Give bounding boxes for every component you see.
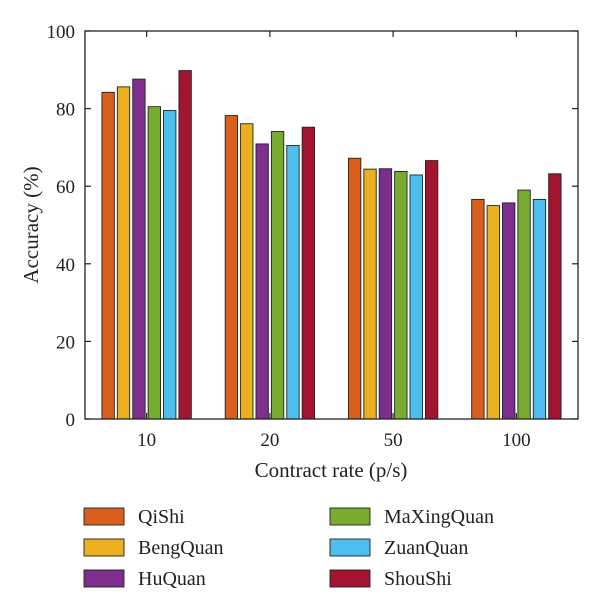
- legend-label: BengQuan: [138, 537, 224, 559]
- bar-shoushi-50: [424, 160, 439, 420]
- bar-qishi-20: [224, 115, 239, 420]
- y-tick-label: 20: [56, 332, 75, 353]
- legend-item-maxingquan: MaXingQuan: [329, 506, 494, 528]
- legend-swatch: [329, 569, 371, 588]
- bar-huquan-10: [132, 78, 146, 420]
- legend-label: ShouShi: [384, 568, 452, 590]
- bar-huquan-20: [255, 143, 269, 420]
- legend-label: ZuanQuan: [384, 537, 468, 559]
- bar-maxingquan-10: [147, 106, 161, 420]
- bar-maxingquan-20: [270, 131, 285, 420]
- legend-swatch: [83, 538, 125, 557]
- legend-item-shoushi: ShouShi: [329, 568, 452, 590]
- legend-item-qishi: QiShi: [83, 506, 185, 528]
- bar-zuanquan-100: [532, 198, 547, 420]
- y-tick-label: 80: [56, 100, 75, 121]
- legend-item-huquan: HuQuan: [83, 568, 206, 590]
- y-tick-label: 0: [66, 410, 76, 431]
- plot-area-frame: [84, 30, 579, 420]
- bar-qishi-100: [471, 198, 485, 420]
- bar-qishi-50: [347, 157, 362, 420]
- x-tick-label: 100: [502, 430, 531, 451]
- x-tick-label: 20: [260, 430, 279, 451]
- x-tick-label: 50: [384, 430, 403, 451]
- legend-label: QiShi: [138, 506, 185, 528]
- bar-bengquan-50: [363, 168, 377, 420]
- axis-ticks: 10 20 50 100 0 20 40 60 80 100: [47, 22, 578, 451]
- legend-item-bengquan: BengQuan: [83, 537, 224, 559]
- bars-layer: [101, 70, 562, 420]
- legend-label: MaXingQuan: [384, 506, 494, 528]
- x-axis-label: Contract rate (p/s): [255, 458, 408, 482]
- bar-shoushi-100: [548, 173, 562, 420]
- legend-label: HuQuan: [138, 568, 206, 590]
- bar-shoushi-10: [178, 70, 192, 420]
- bar-bengquan-10: [116, 86, 131, 420]
- y-tick-label: 100: [47, 22, 76, 43]
- y-tick-label: 60: [56, 177, 75, 198]
- bar-zuanquan-10: [163, 110, 177, 420]
- bar-bengquan-100: [486, 205, 500, 420]
- x-tick-label: 10: [137, 430, 156, 451]
- bar-shoushi-20: [301, 126, 316, 420]
- bar-zuanquan-50: [409, 174, 423, 420]
- legend: QiShi BengQuan HuQuan MaXingQuan ZuanQuan Sho…: [83, 506, 494, 590]
- legend-swatch: [83, 569, 125, 588]
- legend-swatch: [329, 538, 371, 557]
- bar-maxingquan-100: [517, 189, 531, 420]
- bar-zuanquan-20: [286, 145, 300, 420]
- legend-swatch: [83, 507, 125, 526]
- legend-swatch: [329, 507, 371, 526]
- bar-huquan-100: [502, 202, 516, 420]
- y-axis-label: Accuracy (%): [19, 166, 43, 283]
- bar-maxingquan-50: [394, 171, 408, 420]
- bar-bengquan-20: [240, 123, 254, 420]
- bar-qishi-10: [101, 91, 115, 420]
- bar-huquan-50: [378, 168, 393, 420]
- y-tick-label: 40: [56, 255, 75, 276]
- legend-item-zuanquan: ZuanQuan: [329, 537, 468, 559]
